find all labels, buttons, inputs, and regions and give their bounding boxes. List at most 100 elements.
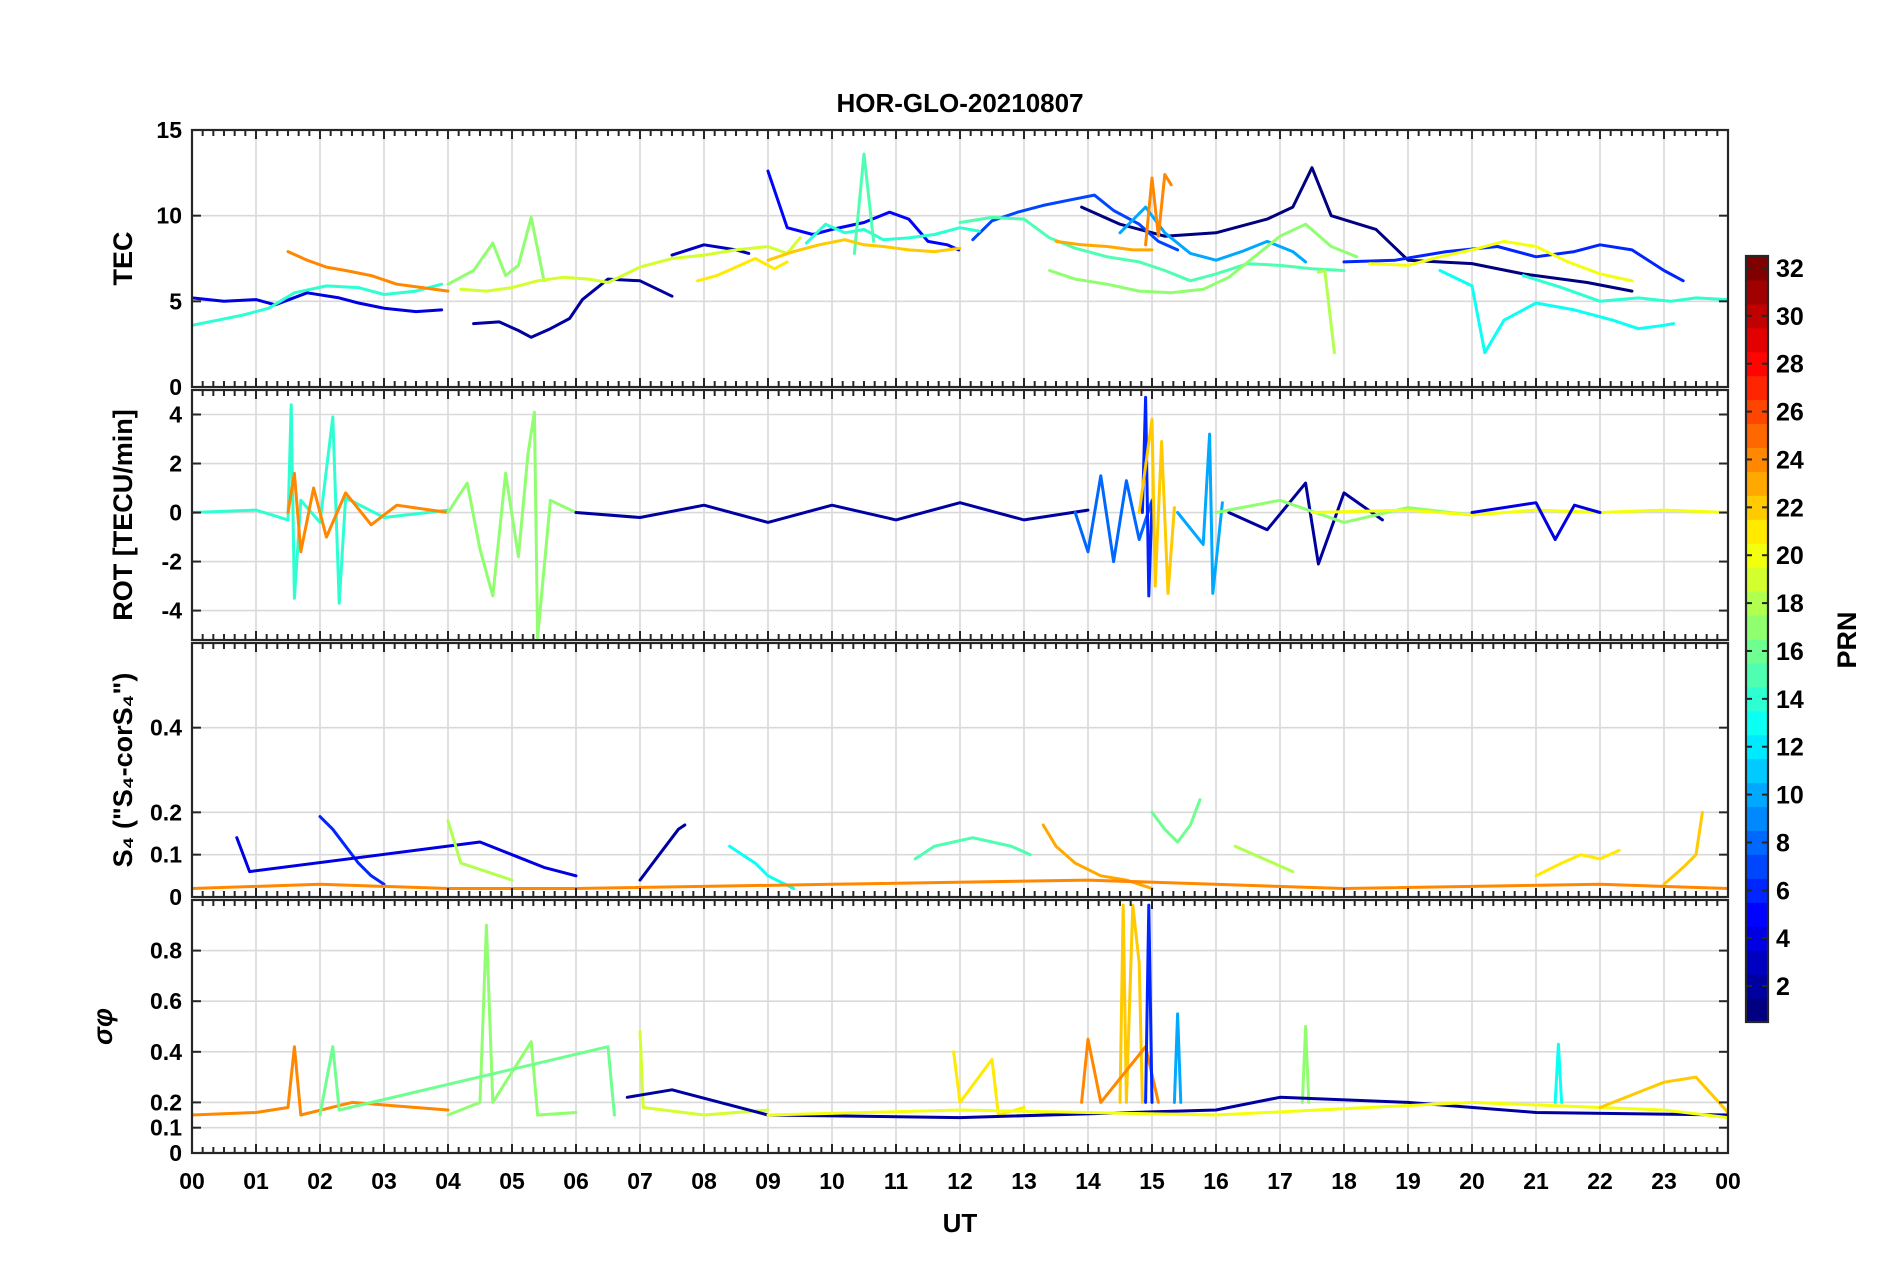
x-tick-labels: 00 01 02 03 04 05 06 07 08 09 10 11 12 13 14 15 16 17 18 19…	[179, 1168, 1741, 1194]
colorbar-tick-label: 6	[1776, 877, 1790, 905]
series-line-prn-14	[804, 222, 981, 245]
x-axis-label: UT	[943, 1208, 978, 1238]
series-line-prn-2	[1227, 481, 1384, 566]
colorbar-label: PRN	[1832, 611, 1862, 668]
x-tick-label: 03	[371, 1168, 397, 1194]
series-line-prn-16	[318, 1045, 616, 1117]
series-line-prn-22	[766, 238, 962, 262]
x-tick-label: 23	[1651, 1168, 1677, 1194]
y-tick-label: 0.6	[150, 988, 182, 1014]
series-line-prn-21	[696, 257, 789, 283]
colorbar-tick-label: 14	[1776, 686, 1804, 714]
series-line-prn-14	[1521, 274, 1728, 303]
panel-rot-frame	[190, 388, 1730, 642]
colorbar-band	[1746, 926, 1768, 951]
x-tick-label: 12	[947, 1168, 973, 1194]
x-tick-label: 18	[1331, 1168, 1357, 1194]
series-line-prn-2	[638, 823, 687, 882]
colorbar-tick-label: 26	[1776, 399, 1804, 427]
x-tick-label: 00	[1715, 1168, 1741, 1194]
panel-sigma_phi-y-axis-label: σφ	[88, 1008, 118, 1045]
series-line-prn-24	[286, 250, 450, 293]
series-line-prn-19	[606, 236, 802, 284]
y-tick-label: 0	[169, 884, 182, 910]
y-tick-label: 0.2	[150, 799, 182, 825]
colorbar-band	[1746, 639, 1768, 664]
y-tick-label: 0.1	[150, 1115, 182, 1141]
colorbar-band	[1746, 710, 1768, 736]
y-tick-label: 0	[169, 500, 182, 526]
series-line-prn-1	[1080, 166, 1634, 293]
panel-s4-frame	[190, 641, 1730, 899]
series-line-prn-8	[1073, 474, 1154, 564]
colorbar-band	[1746, 758, 1768, 784]
x-tick-label: 04	[435, 1168, 461, 1194]
colorbar-band	[1746, 375, 1768, 401]
colorbar-band	[1746, 854, 1768, 879]
series-line-prn-22	[1137, 417, 1176, 595]
x-tick-label: 05	[499, 1168, 525, 1194]
series-line-prn-4	[192, 291, 444, 314]
colorbar-band	[1746, 543, 1768, 568]
colorbar-band	[1746, 974, 1768, 999]
colorbar-band	[1746, 495, 1768, 520]
series-line-prn-23	[1054, 239, 1154, 252]
y-tick-label: 0.1	[150, 842, 182, 868]
series-line-prn-22	[1598, 1075, 1728, 1114]
colorbar-band	[1746, 662, 1768, 688]
series-line-prn-21	[1534, 848, 1621, 878]
colorbar-tick-label: 18	[1776, 590, 1804, 618]
x-tick-label: 15	[1139, 1168, 1165, 1194]
colorbar-band	[1746, 591, 1768, 616]
panel-tec-series	[192, 152, 1728, 355]
y-tick-label: -4	[162, 598, 183, 624]
series-line-prn-10	[1118, 205, 1308, 264]
series-line-prn-4	[1470, 501, 1602, 541]
x-tick-label: 01	[243, 1168, 269, 1194]
colorbar-band	[1746, 950, 1768, 975]
y-tick-label: 10	[156, 203, 182, 229]
y-tick-label: 0.4	[150, 715, 182, 741]
series-line-prn-4	[235, 836, 578, 878]
series-line-prn-17	[446, 923, 578, 1117]
x-tick-label: 14	[1075, 1168, 1101, 1194]
colorbar-band	[1746, 830, 1768, 855]
colorbar-tick-label: 32	[1776, 255, 1804, 283]
x-tick-label: 02	[307, 1168, 333, 1194]
x-tick-label: 10	[819, 1168, 845, 1194]
series-line-prn-20	[1368, 239, 1634, 283]
panel-sigma_phi: 00.10.2 0.4 0.6 0.8 σφ	[88, 898, 1730, 1166]
panel-s4-series	[192, 798, 1728, 890]
series-line-prn-10	[1176, 432, 1224, 595]
series-line-prn-14	[192, 282, 444, 327]
colorbar-frame	[1744, 254, 1770, 1024]
panel-rot-tick-marks	[191, 390, 1729, 640]
colorbar-tick-label: 2	[1776, 973, 1790, 1001]
y-tick-label: 0	[169, 374, 182, 400]
colorbar-tick-label: 28	[1776, 351, 1804, 379]
y-tick-label: 4	[169, 402, 182, 428]
series-line-prn-20	[1310, 508, 1728, 517]
y-tick-label: 0.8	[150, 938, 182, 964]
series-line-prn-13	[1553, 1042, 1564, 1104]
colorbar-band	[1746, 423, 1768, 448]
x-tick-label: 11	[884, 1168, 909, 1194]
series-line-prn-17	[446, 215, 546, 286]
colorbar-band	[1746, 279, 1768, 305]
y-tick-label: 0.2	[150, 1089, 182, 1115]
colorbar-band	[1746, 327, 1768, 353]
colorbar-tick-label: 16	[1776, 638, 1804, 666]
colorbar-tick-label: 4	[1776, 925, 1790, 953]
colorbar-tick-label: 22	[1776, 494, 1804, 522]
x-tick-label: 07	[627, 1168, 653, 1194]
panel-tec-frame	[190, 128, 1730, 389]
series-line-prn-5	[766, 169, 961, 252]
colorbar-band	[1746, 399, 1768, 425]
series-line-prn-2	[625, 1088, 1728, 1120]
series-line-prn-10	[1172, 1012, 1183, 1104]
y-tick-label: 15	[156, 117, 182, 143]
colorbar-band	[1746, 902, 1768, 927]
series-line-prn-16	[1150, 798, 1202, 844]
